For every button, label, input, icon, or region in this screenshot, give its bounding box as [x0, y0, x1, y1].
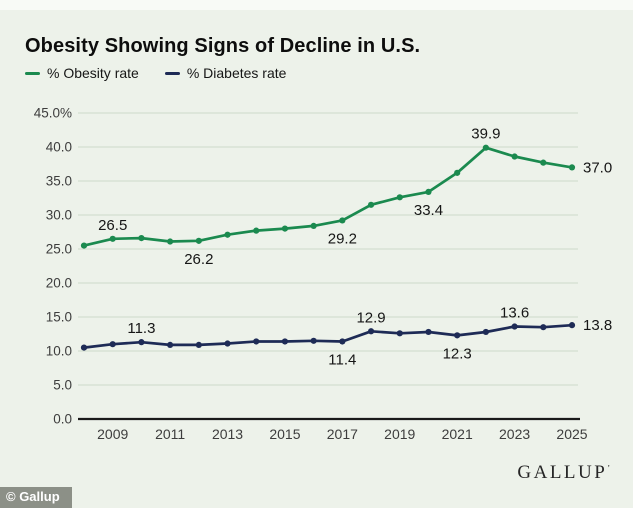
- legend-swatch: [164, 71, 180, 75]
- diabetes-point: [281, 338, 289, 345]
- obesity-point: [167, 238, 174, 245]
- y-tick-label: 15.0: [46, 310, 72, 325]
- diabetes-point-label: 12.9: [356, 309, 385, 326]
- obesity-point-label: 33.4: [414, 202, 443, 219]
- legend-item-1: % Diabetes rate: [164, 65, 287, 81]
- obesity-point-label: 39.9: [471, 126, 500, 143]
- y-tick-label: 5.0: [53, 378, 72, 393]
- diabetes-point: [339, 338, 346, 345]
- gallup-wordmark: GALLUPʼ: [517, 462, 610, 483]
- y-tick-label: 0.0: [53, 412, 72, 427]
- obesity-point: [367, 201, 375, 208]
- diabetes-point: [310, 337, 317, 344]
- y-tick-label: 30.0: [46, 208, 72, 223]
- obesity-point-label: 29.2: [328, 230, 357, 247]
- obesity-point: [396, 194, 403, 201]
- obesity-point-label: 37.0: [583, 159, 612, 176]
- diabetes-point: [482, 328, 489, 336]
- obesity-point: [568, 164, 576, 171]
- obesity-point: [281, 225, 289, 232]
- y-tick-label: 20.0: [46, 276, 72, 291]
- diabetes-point: [540, 324, 547, 331]
- diabetes-point-label: 13.8: [583, 317, 612, 334]
- x-tick-label: 2025: [556, 426, 587, 442]
- obesity-point: [482, 144, 489, 151]
- top-margin-strip: [0, 0, 633, 10]
- obesity-point: [224, 231, 231, 238]
- obesity-point: [195, 237, 202, 244]
- obesity-point: [310, 222, 317, 229]
- obesity-point: [138, 235, 145, 242]
- y-tick-label: 40.0: [46, 140, 72, 155]
- y-tick-label: 45.0%: [34, 106, 72, 121]
- y-tick-label: 10.0: [46, 344, 72, 359]
- x-tick-label: 2015: [269, 426, 300, 442]
- diabetes-line: [82, 323, 574, 349]
- diabetes-point-label: 12.3: [443, 345, 472, 362]
- obesity-point-label: 26.5: [98, 217, 127, 234]
- diabetes-point: [568, 322, 576, 329]
- x-tick-label: 2013: [212, 426, 243, 442]
- x-tick-label: 2017: [327, 426, 358, 442]
- diabetes-point: [80, 344, 88, 351]
- obesity-point: [80, 242, 88, 249]
- diabetes-point: [396, 330, 403, 337]
- x-tick-label: 2023: [499, 426, 530, 442]
- diabetes-point: [253, 338, 260, 345]
- diabetes-point: [511, 323, 518, 330]
- obesity-point: [109, 235, 116, 242]
- diabetes-point: [224, 340, 231, 347]
- diabetes-point: [167, 341, 174, 348]
- diabetes-point: [109, 341, 116, 348]
- obesity-point-label: 26.2: [184, 251, 213, 268]
- obesity-point: [454, 169, 461, 176]
- x-tick-label: 2019: [384, 426, 415, 442]
- chart-title: Obesity Showing Signs of Decline in U.S.: [25, 35, 421, 58]
- copyright-badge: © Gallup: [0, 487, 72, 508]
- x-tick-label: 2021: [442, 426, 473, 442]
- diabetes-point-label: 11.4: [328, 351, 356, 368]
- y-tick-label: 25.0: [46, 242, 72, 257]
- trademark-mark: ʼ: [607, 463, 610, 473]
- obesity-point: [540, 159, 547, 166]
- obesity-point: [511, 153, 518, 160]
- diabetes-point: [454, 332, 461, 339]
- legend-label: % Diabetes rate: [186, 65, 287, 81]
- diabetes-point: [367, 328, 375, 335]
- obesity-point: [253, 227, 260, 234]
- x-tick-label: 2009: [97, 426, 128, 442]
- obesity-point: [425, 188, 432, 195]
- diabetes-point: [138, 339, 145, 346]
- line-chart: 45.0% 40.0 35.0 30.0 25.0 20.0 15.0 10.0 5.0 0.0 2…: [34, 106, 612, 443]
- chart-legend: % Obesity rate % Diabetes rate: [25, 65, 286, 81]
- diabetes-point: [195, 341, 202, 348]
- diabetes-point-label: 11.3: [127, 320, 155, 337]
- legend-label: % Obesity rate: [47, 65, 139, 81]
- obesity-line: [82, 146, 574, 247]
- y-tick-label: 35.0: [46, 174, 72, 189]
- legend-item-0: % Obesity rate: [25, 65, 139, 81]
- diabetes-point-label: 13.6: [500, 305, 529, 322]
- legend-swatch: [25, 71, 40, 75]
- diabetes-point: [425, 328, 432, 336]
- x-tick-label: 2011: [155, 426, 185, 442]
- obesity-point: [339, 217, 346, 224]
